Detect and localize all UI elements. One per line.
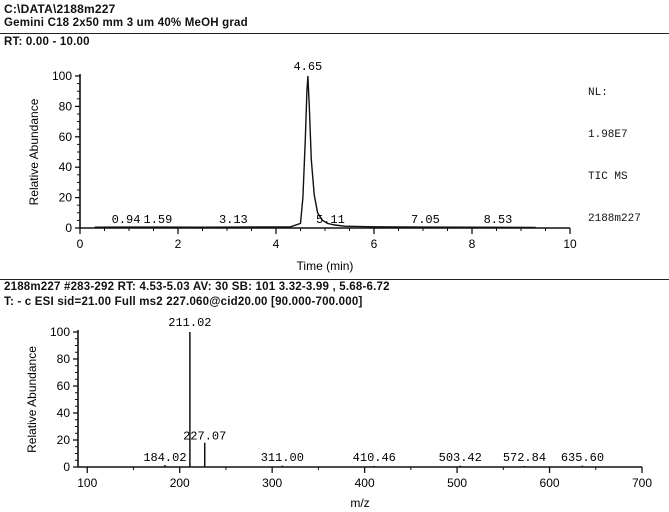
- x-axis-title: Time (min): [297, 259, 354, 273]
- nl-label: NL:: [588, 87, 608, 99]
- y-tick-label: 20: [57, 433, 71, 447]
- tic-trace: [94, 75, 536, 229]
- peak-label: 211.02: [168, 316, 211, 330]
- trace-type: TIC MS: [588, 171, 628, 183]
- x-tick-label: 400: [355, 476, 375, 490]
- x-tick-label: 4: [273, 237, 280, 251]
- peak-label: 635.60: [561, 451, 604, 465]
- peak-label: 227.07: [183, 430, 226, 444]
- y-tick-label: 20: [59, 191, 73, 205]
- y-axis-title: Relative Abundance: [25, 346, 39, 453]
- x-tick-label: 500: [447, 476, 467, 490]
- info-box: NL: 1.98E7 TIC MS 2188m227: [588, 58, 641, 240]
- x-tick-label: 200: [170, 476, 190, 490]
- chromatogram-chart: 0 20 40 60 80 100 0 2 4 6 8 10 0.94 1.59 3.13 4.65 5.11 7…: [27, 60, 577, 273]
- peak-label: 572.84: [503, 451, 546, 465]
- sample-id: 2188m227: [588, 213, 641, 225]
- header-divider: [0, 33, 669, 34]
- file-path: C:\DATA\2188m227: [4, 2, 116, 16]
- peak-label: 3.13: [219, 213, 248, 227]
- peak-label: 184.02: [143, 451, 186, 465]
- peak-label: 0.94: [112, 213, 141, 227]
- scan-filter: T: - c ESI sid=21.00 Full ms2 227.060@ci…: [4, 296, 363, 308]
- x-tick-label: 600: [540, 476, 560, 490]
- peak-label: 7.05: [411, 213, 440, 227]
- mass-spectrum-chart: 0 20 40 60 80 100 100 200 300 400 500 600 700 184.02 2…: [25, 316, 652, 510]
- scan-info: 2188m227 #283-292 RT: 4.53-5.03 AV: 30 S…: [4, 281, 390, 293]
- peak-label: 311.00: [261, 451, 304, 465]
- y-tick-label: 100: [50, 325, 70, 339]
- y-tick-label: 40: [57, 406, 71, 420]
- x-tick-label: 0: [77, 237, 84, 251]
- y-tick-label: 0: [65, 221, 72, 235]
- nl-value: 1.98E7: [588, 129, 628, 141]
- peak-label: 4.65: [293, 60, 322, 74]
- peak-label: 5.11: [316, 213, 345, 227]
- rt-range: RT: 0.00 - 10.00: [4, 36, 90, 48]
- x-axis-title: m/z: [350, 496, 369, 510]
- y-tick-label: 0: [63, 460, 70, 474]
- y-tick-label: 60: [57, 379, 71, 393]
- peak-label: 410.46: [353, 451, 396, 465]
- x-tick-label: 6: [371, 237, 378, 251]
- x-tick-label: 300: [262, 476, 282, 490]
- y-tick-label: 40: [59, 160, 73, 174]
- y-axis-title: Relative Abundance: [27, 98, 41, 205]
- x-tick-label: 700: [632, 476, 652, 490]
- x-tick-label: 2: [175, 237, 182, 251]
- y-tick-label: 80: [59, 99, 73, 113]
- x-tick-label: 10: [563, 237, 577, 251]
- x-tick-label: 8: [469, 237, 476, 251]
- peak-label: 1.59: [144, 213, 173, 227]
- peak-label: 503.42: [439, 451, 482, 465]
- y-tick-label: 60: [59, 130, 73, 144]
- peak-label: 8.53: [484, 213, 513, 227]
- y-tick-label: 100: [52, 69, 72, 83]
- spectrum-divider: [0, 279, 669, 280]
- y-tick-label: 80: [57, 352, 71, 366]
- method-description: Gemini C18 2x50 mm 3 um 40% MeOH grad: [4, 17, 248, 29]
- x-tick-label: 100: [77, 476, 97, 490]
